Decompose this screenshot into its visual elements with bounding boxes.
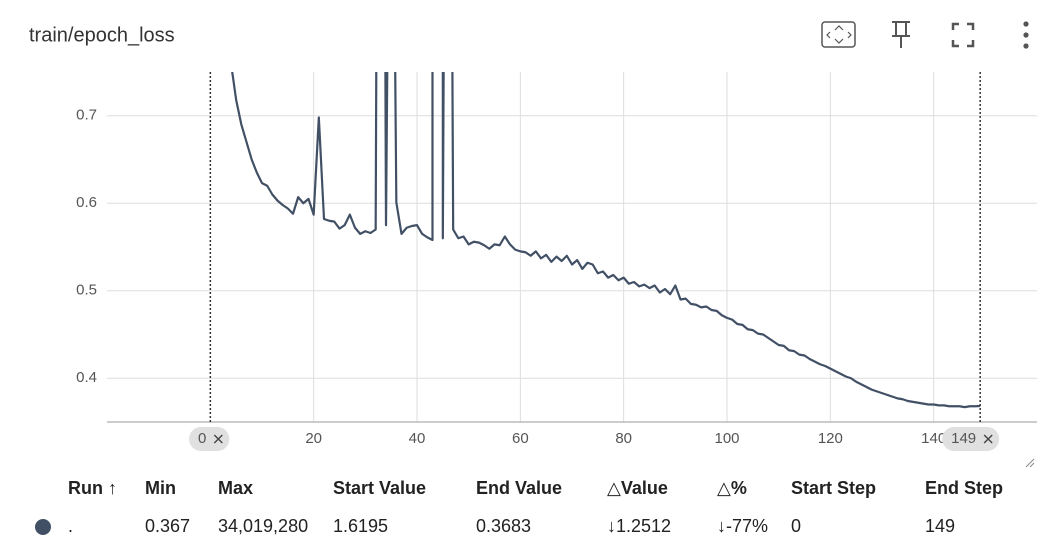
table-cell: 149	[925, 516, 955, 536]
table-header: End Step	[925, 478, 1003, 498]
x-tick-label: 60	[512, 430, 529, 447]
table-header: Run ↑	[68, 478, 117, 498]
table-cell: .	[68, 516, 73, 536]
x-tick-label: 120	[818, 430, 843, 447]
table-header: Max	[218, 478, 253, 498]
table-cell: ↓-77%	[717, 516, 768, 536]
table-cell: 34,019,280	[218, 516, 308, 536]
table-cell: 0	[791, 516, 801, 536]
data-table: Run ↑ Min Max Start Value End Value △Value △% S…	[35, 478, 1003, 536]
pin-button[interactable]	[892, 21, 910, 48]
x-tick-label: 80	[615, 430, 632, 447]
fit-domain-button[interactable]	[821, 21, 856, 48]
range-chip[interactable]: 0	[188, 427, 230, 451]
x-tick-label: 20	[305, 430, 322, 447]
resize-handle[interactable]	[1025, 458, 1035, 468]
x-tick-label: 100	[714, 430, 739, 447]
plot-area: 0.4 0.5 0.6 0.7 20 40 60 80 100 120 140 0 149	[76, 0, 1037, 547]
range-chip-bg	[188, 427, 230, 451]
y-tick-label: 0.4	[76, 369, 97, 386]
table-cell: 0.3683	[476, 516, 531, 536]
x-tick-label: 140	[921, 430, 946, 447]
y-tick-label: 0.6	[76, 194, 97, 211]
range-chip-label: 149	[951, 430, 976, 447]
table-header: △%	[717, 478, 747, 498]
run-color	[35, 519, 51, 535]
loss-line	[210, 0, 980, 547]
range-chip-label: 0	[198, 430, 206, 447]
table-header: △Value	[607, 478, 668, 498]
toolbar	[821, 21, 1029, 49]
fullscreen-button[interactable]	[951, 22, 975, 48]
table-cell: 1.6195	[333, 516, 388, 536]
y-tick-label: 0.7	[76, 107, 97, 124]
range-chip-close	[213, 434, 223, 444]
table-header: Start Step	[791, 478, 876, 498]
table-header: End Value	[476, 478, 562, 498]
chart-title: train/epoch_loss	[29, 24, 175, 46]
table-cell: ↓1.2512	[607, 516, 671, 536]
x-tick-label: 40	[409, 430, 426, 447]
table-cell: 0.367	[145, 516, 190, 536]
range-chip-close	[983, 434, 993, 444]
range-chip[interactable]: 149	[942, 427, 1000, 451]
table-header: Start Value	[333, 478, 426, 498]
y-tick-label: 0.5	[76, 282, 97, 299]
range-chip-bg	[942, 427, 1000, 451]
more-button[interactable]	[1023, 21, 1029, 49]
table-header: Min	[145, 478, 176, 498]
